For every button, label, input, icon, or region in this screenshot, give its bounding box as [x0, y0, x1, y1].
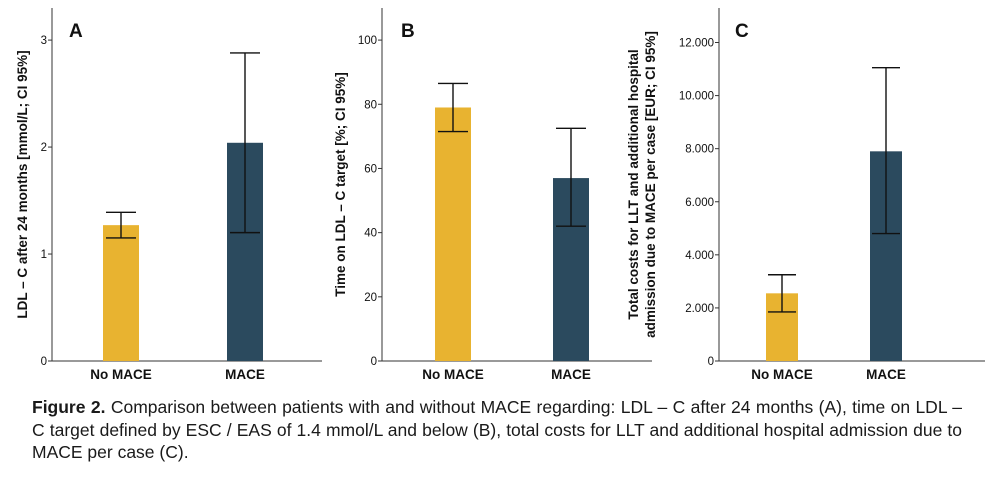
x-category-label: No MACE [90, 367, 152, 382]
y-tick-label: 40 [364, 228, 377, 240]
y-axis-label-line: Time on LDL – C target [%; CI 95%] [333, 72, 348, 297]
figure-caption-text: Comparison between patients with and wit… [32, 397, 963, 462]
x-category-label: MACE [225, 367, 265, 382]
chart-panel-a: 0 1 2 3 A LDL – C after 24 months [mmol/L; CI… [15, 8, 322, 382]
y-axis-label-line: admission due to MACE per case [EUR; CI … [643, 31, 658, 338]
y-axis-label-line: LDL – C after 24 months [mmol/L; CI 95%] [15, 50, 30, 318]
y-tick-label: 80 [364, 99, 377, 111]
y-tick-label: 12.000 [679, 38, 714, 50]
x-category-label: No MACE [751, 367, 813, 382]
figure-label: Figure 2. [32, 397, 106, 417]
y-tick-label: 6.000 [685, 197, 714, 209]
y-axis-label: Total costs for LLT and additional hospi… [626, 31, 658, 338]
y-tick-label: 2.000 [685, 303, 714, 315]
y-tick-label: 2 [41, 142, 47, 154]
y-tick-label: 1 [41, 249, 47, 261]
y-axis-label: LDL – C after 24 months [mmol/L; CI 95%] [15, 50, 30, 318]
y-tick-label: 60 [364, 163, 377, 175]
panel-label: A [69, 21, 83, 42]
y-tick-label: 0 [371, 356, 377, 368]
chart-panel-c: 0 2.000 4.000 6.000 8.000 10.000 12.000 C Total … [626, 8, 985, 382]
panel-label: C [735, 21, 749, 42]
y-tick-label: 0 [708, 356, 714, 368]
x-category-label: MACE [866, 367, 906, 382]
y-axis-label: Time on LDL – C target [%; CI 95%] [333, 72, 348, 297]
chart-panel-b: 0 20 40 60 80 100 B Time on LDL – C target [%; … [333, 8, 652, 382]
y-axis-label-line: Total costs for LLT and additional hospi… [626, 49, 641, 319]
bar-no-mace [435, 107, 471, 362]
panel-label: B [401, 21, 415, 42]
x-category-label: MACE [551, 367, 591, 382]
y-tick-label: 4.000 [685, 250, 714, 262]
x-category-label: No MACE [422, 367, 484, 382]
y-tick-label: 20 [364, 292, 377, 304]
figure-2-charts: 0 1 2 3 A LDL – C after 24 months [mmol/L; CI… [15, 8, 985, 382]
y-tick-label: 3 [41, 35, 47, 47]
y-tick-label: 100 [358, 35, 377, 47]
bar-no-mace [103, 225, 139, 361]
figure-caption: Figure 2. Comparison between patients wi… [32, 396, 962, 464]
y-tick-label: 0 [41, 356, 47, 368]
y-tick-label: 10.000 [679, 91, 714, 103]
y-tick-label: 8.000 [685, 144, 714, 156]
